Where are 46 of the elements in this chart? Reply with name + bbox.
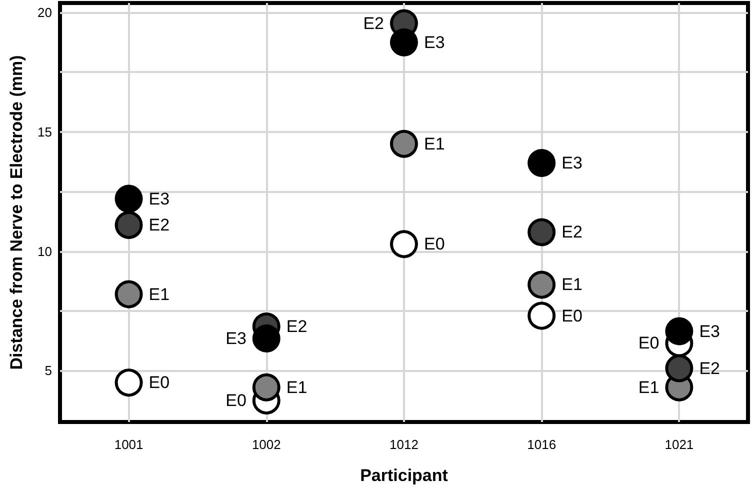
point xyxy=(114,211,143,240)
point xyxy=(114,280,143,308)
text: E3 xyxy=(226,328,246,348)
x-axis-title: Participant xyxy=(360,466,448,485)
y-tick-label: 20 xyxy=(38,5,52,20)
text: E2 xyxy=(562,222,582,242)
text: E3 xyxy=(562,153,582,172)
point xyxy=(528,270,556,299)
point xyxy=(665,354,694,382)
point xyxy=(114,184,143,213)
text: E0 xyxy=(562,306,582,326)
point xyxy=(528,148,556,177)
text: E0 xyxy=(638,334,660,353)
text: E1 xyxy=(562,275,582,294)
x-tick-label: 1016 xyxy=(527,437,556,452)
point xyxy=(528,218,556,246)
x-tick-label: 1002 xyxy=(252,437,281,452)
text: E2 xyxy=(363,14,384,33)
point xyxy=(252,324,280,352)
point xyxy=(665,317,694,346)
y-tick-label: 10 xyxy=(38,244,52,259)
text: E2 xyxy=(699,358,720,378)
point xyxy=(252,373,280,402)
series-label: E1 xyxy=(148,284,170,304)
y-axis-title: Distance from Nerve to Electrode (mm) xyxy=(7,55,26,370)
text: E1 xyxy=(638,378,660,397)
point xyxy=(528,302,556,330)
point xyxy=(390,130,418,158)
x-tick-label: 1021 xyxy=(664,437,694,452)
x-tick-label: 1001 xyxy=(114,437,144,452)
text: E3 xyxy=(424,32,445,52)
point xyxy=(390,230,418,258)
text: E1 xyxy=(424,134,445,154)
text: E0 xyxy=(424,234,445,254)
y-tick-label: 5 xyxy=(44,363,52,378)
x-tick-label: 1012 xyxy=(390,437,418,452)
y-tick-label: 15 xyxy=(38,124,52,140)
series-label: E3 xyxy=(148,189,170,208)
point xyxy=(114,368,143,397)
text: E1 xyxy=(286,378,308,397)
series-label: E2 xyxy=(148,216,170,235)
text: E3 xyxy=(699,322,720,341)
series-label: E0 xyxy=(148,373,170,392)
point xyxy=(390,28,418,56)
text: E0 xyxy=(226,391,246,410)
text: E2 xyxy=(286,317,308,336)
